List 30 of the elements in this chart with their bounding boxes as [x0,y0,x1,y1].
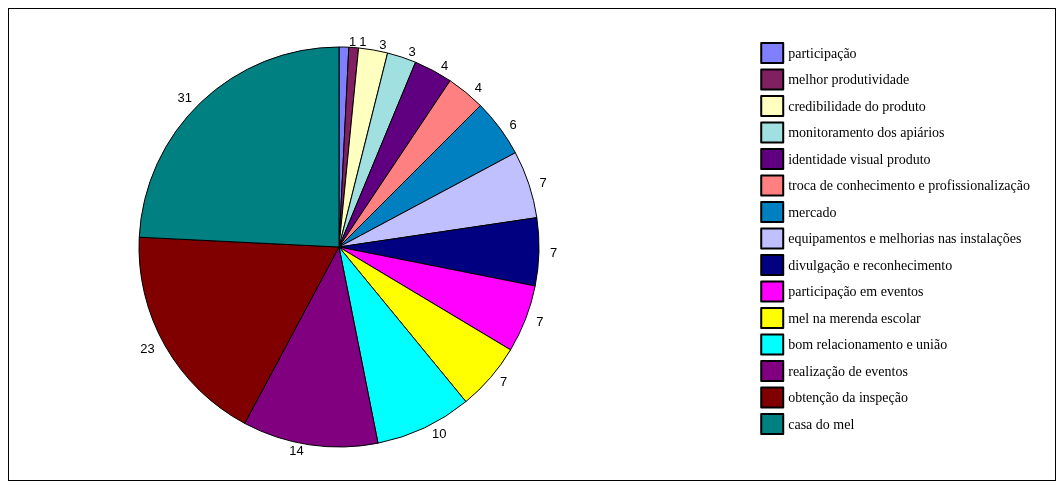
legend-label: monitoramento dos apiários [788,125,945,140]
data-label: 14 [289,443,304,459]
legend-label: melhor produtividade [788,72,910,87]
data-label: 7 [499,374,508,390]
legend-label: obtenção da inspeção [788,390,908,405]
data-label: 6 [509,116,517,132]
data-label: 7 [536,313,544,329]
data-label: 7 [539,174,547,190]
legend-label: bom relacionamento e união [788,337,948,352]
legend-label: participação em eventos [788,284,924,299]
legend-label: mercado [788,204,837,220]
legend-label: identidade visual produto [788,151,931,167]
data-label: 1 [359,34,367,50]
legend-label: realização de eventos [788,363,908,379]
data-label: 1 [349,33,357,49]
data-label: 4 [441,57,449,73]
data-label: 4 [474,80,482,96]
data-label: 7 [549,244,558,260]
data-label: 3 [408,43,416,59]
legend-label: equipamentos e melhorias nas instalações [788,231,1022,246]
legend-label: divulgação e reconhecimento [788,257,953,273]
legend-label: troca de conhecimento e profissionalização [788,178,1030,193]
data-label: 23 [140,341,155,357]
legend-label: participação [788,45,857,61]
legend-label: mel na merenda escolar [788,310,922,326]
legend-label: credibilidade do produto [788,98,926,114]
data-label: 10 [432,425,447,441]
legend-label: casa do mel [788,416,855,432]
data-label: 3 [379,36,387,52]
data-label: 31 [177,90,192,106]
